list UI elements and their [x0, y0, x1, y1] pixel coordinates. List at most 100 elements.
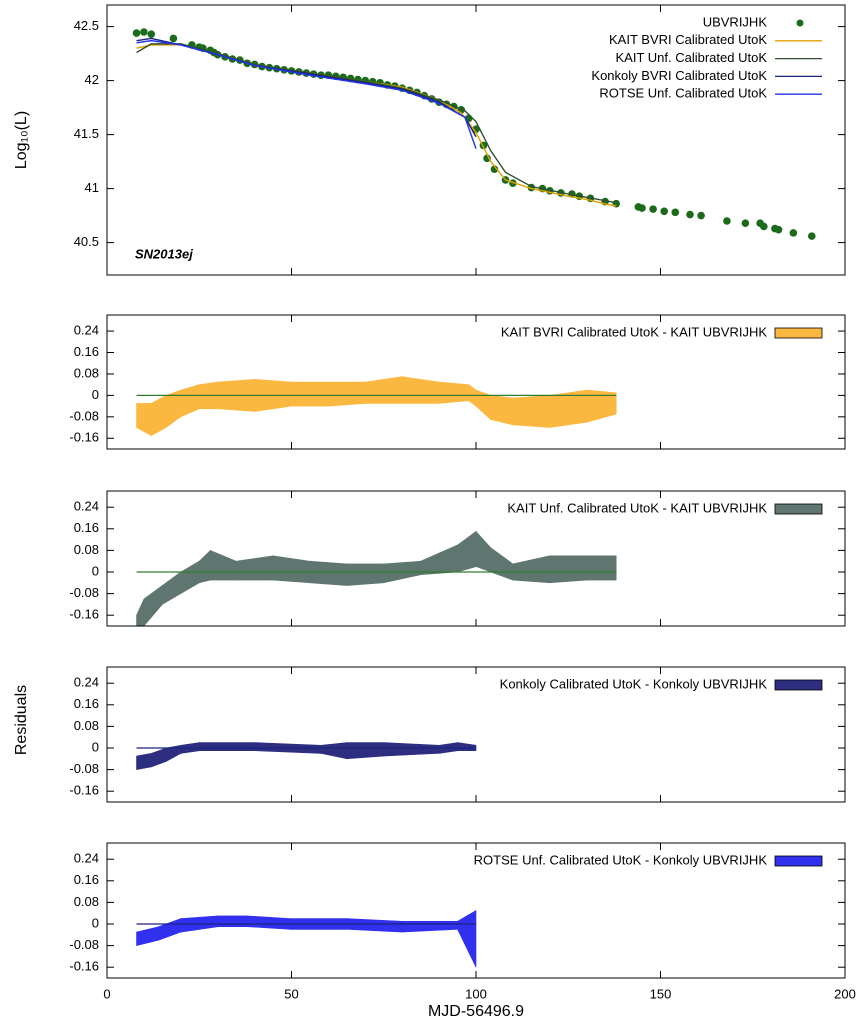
- residual-band: [162, 571, 182, 605]
- x-tick-label: 200: [834, 986, 856, 1001]
- y-tick-label: 0: [92, 739, 99, 754]
- residual-band: [320, 742, 348, 760]
- series-line: [136, 37, 477, 138]
- y-tick-label: 42: [85, 72, 99, 87]
- plot-frame: [106, 4, 846, 276]
- legend-label: KAIT BVRI Calibrated UtoK - KAIT UBVRIJH…: [501, 324, 767, 339]
- legend-label: ROTSE Unf. Calibrated UtoK: [599, 86, 767, 101]
- data-point: [807, 232, 816, 240]
- y-tick-label: 40.5: [74, 234, 99, 249]
- data-point: [612, 199, 621, 208]
- data-point: [760, 222, 768, 231]
- residual-band: [490, 547, 514, 581]
- legend-label: ROTSE Unf. Calibrated UtoK - Konkoly UBV…: [474, 852, 768, 867]
- y-tick-label: -0.08: [69, 408, 99, 423]
- residual-band: [246, 915, 292, 930]
- x-axis-label: MJD-56496.9: [428, 1003, 524, 1020]
- residual-band: [198, 742, 255, 752]
- y-tick-label: 0.24: [74, 499, 99, 514]
- residual-band: [198, 549, 211, 584]
- data-point: [671, 208, 680, 217]
- legend-label: Konkoly BVRI Calibrated UtoK: [591, 68, 767, 83]
- y-tick-label: 0.08: [74, 718, 99, 733]
- y-tick-label: -0.08: [69, 937, 99, 952]
- residual-band: [136, 926, 159, 946]
- data-point: [490, 165, 499, 173]
- y-tick-label: 0: [92, 915, 99, 930]
- data-point: [789, 229, 798, 237]
- residual-band: [136, 403, 152, 437]
- data-point: [649, 205, 657, 213]
- legend-label: UBVRIJHK: [703, 14, 768, 29]
- data-point: [483, 154, 491, 163]
- y-tick-label: 0.16: [74, 344, 99, 359]
- residual-band: [490, 395, 514, 426]
- residual-band: [549, 555, 588, 584]
- legend-label: Konkoly Calibrated UtoK - Konkoly UBVRIJ…: [500, 676, 768, 691]
- y-tick-label: 0: [92, 563, 99, 578]
- y-tick-label: 41: [85, 180, 99, 195]
- data-point: [774, 225, 783, 234]
- residual-band: [586, 389, 617, 423]
- residual-band: [143, 584, 163, 627]
- y-tick-label: -0.16: [69, 959, 99, 974]
- residual-band: [420, 544, 458, 576]
- legend-label: KAIT BVRI Calibrated UtoK: [609, 32, 767, 47]
- residual-band: [364, 376, 403, 404]
- residual-band: [136, 753, 152, 770]
- y-tick-label: 0.16: [74, 696, 99, 711]
- legend-label: KAIT Unf. Calibrated UtoK - KAIT UBVRIJH…: [507, 500, 767, 515]
- residual-band: [457, 909, 477, 968]
- data-point: [741, 219, 750, 227]
- residual-band: [512, 395, 551, 428]
- residual-band: [180, 384, 200, 418]
- plot-frame: [106, 842, 846, 979]
- series-line: [136, 43, 617, 204]
- y-tick-label: -0.08: [69, 761, 99, 776]
- residual-band: [346, 918, 403, 933]
- plot-frame: [106, 666, 846, 803]
- residual-band: [457, 742, 477, 752]
- data-point: [638, 204, 646, 212]
- residual-band: [475, 530, 492, 573]
- y-tick-label: -0.08: [69, 585, 99, 600]
- residual-band: [150, 394, 167, 437]
- y-tick-label: 0.08: [74, 542, 99, 557]
- residual-band: [383, 742, 440, 757]
- y-tick-label: 0.24: [74, 323, 99, 338]
- residual-band: [401, 376, 440, 404]
- x-tick-label: 50: [284, 986, 298, 1001]
- series-line: [136, 39, 477, 149]
- residual-band: [158, 918, 182, 941]
- residual-band: [512, 555, 551, 584]
- plot-frame: [106, 314, 846, 450]
- plot-frame: [106, 490, 846, 627]
- y-axis-label: Residuals: [13, 685, 30, 755]
- legend-swatch: [774, 679, 823, 691]
- legend-swatch: [774, 503, 823, 515]
- data-point: [169, 34, 178, 43]
- residual-band: [136, 598, 145, 627]
- residual-band: [586, 555, 617, 581]
- y-tick-label: 0.16: [74, 872, 99, 887]
- legend-marker: [796, 19, 804, 27]
- annotation: SN2013ej: [135, 246, 193, 261]
- y-tick-label: -0.16: [69, 783, 99, 798]
- y-tick-label: 0.16: [74, 520, 99, 535]
- data-point: [660, 207, 668, 216]
- data-point: [147, 30, 156, 38]
- y-tick-label: 0.08: [74, 365, 99, 380]
- data-point: [723, 217, 731, 225]
- x-tick-label: 0: [103, 986, 110, 1001]
- y-axis-label: Log₁₀(L): [13, 111, 30, 169]
- residual-band: [210, 549, 237, 581]
- residual-band: [475, 389, 492, 421]
- y-tick-label: 42.5: [74, 18, 99, 33]
- residual-band: [328, 381, 366, 407]
- residual-band: [150, 747, 167, 768]
- series-line: [136, 44, 617, 207]
- residual-band: [457, 530, 477, 573]
- residual-band: [346, 563, 385, 586]
- y-tick-label: 41.5: [74, 126, 99, 141]
- x-tick-label: 150: [650, 986, 672, 1001]
